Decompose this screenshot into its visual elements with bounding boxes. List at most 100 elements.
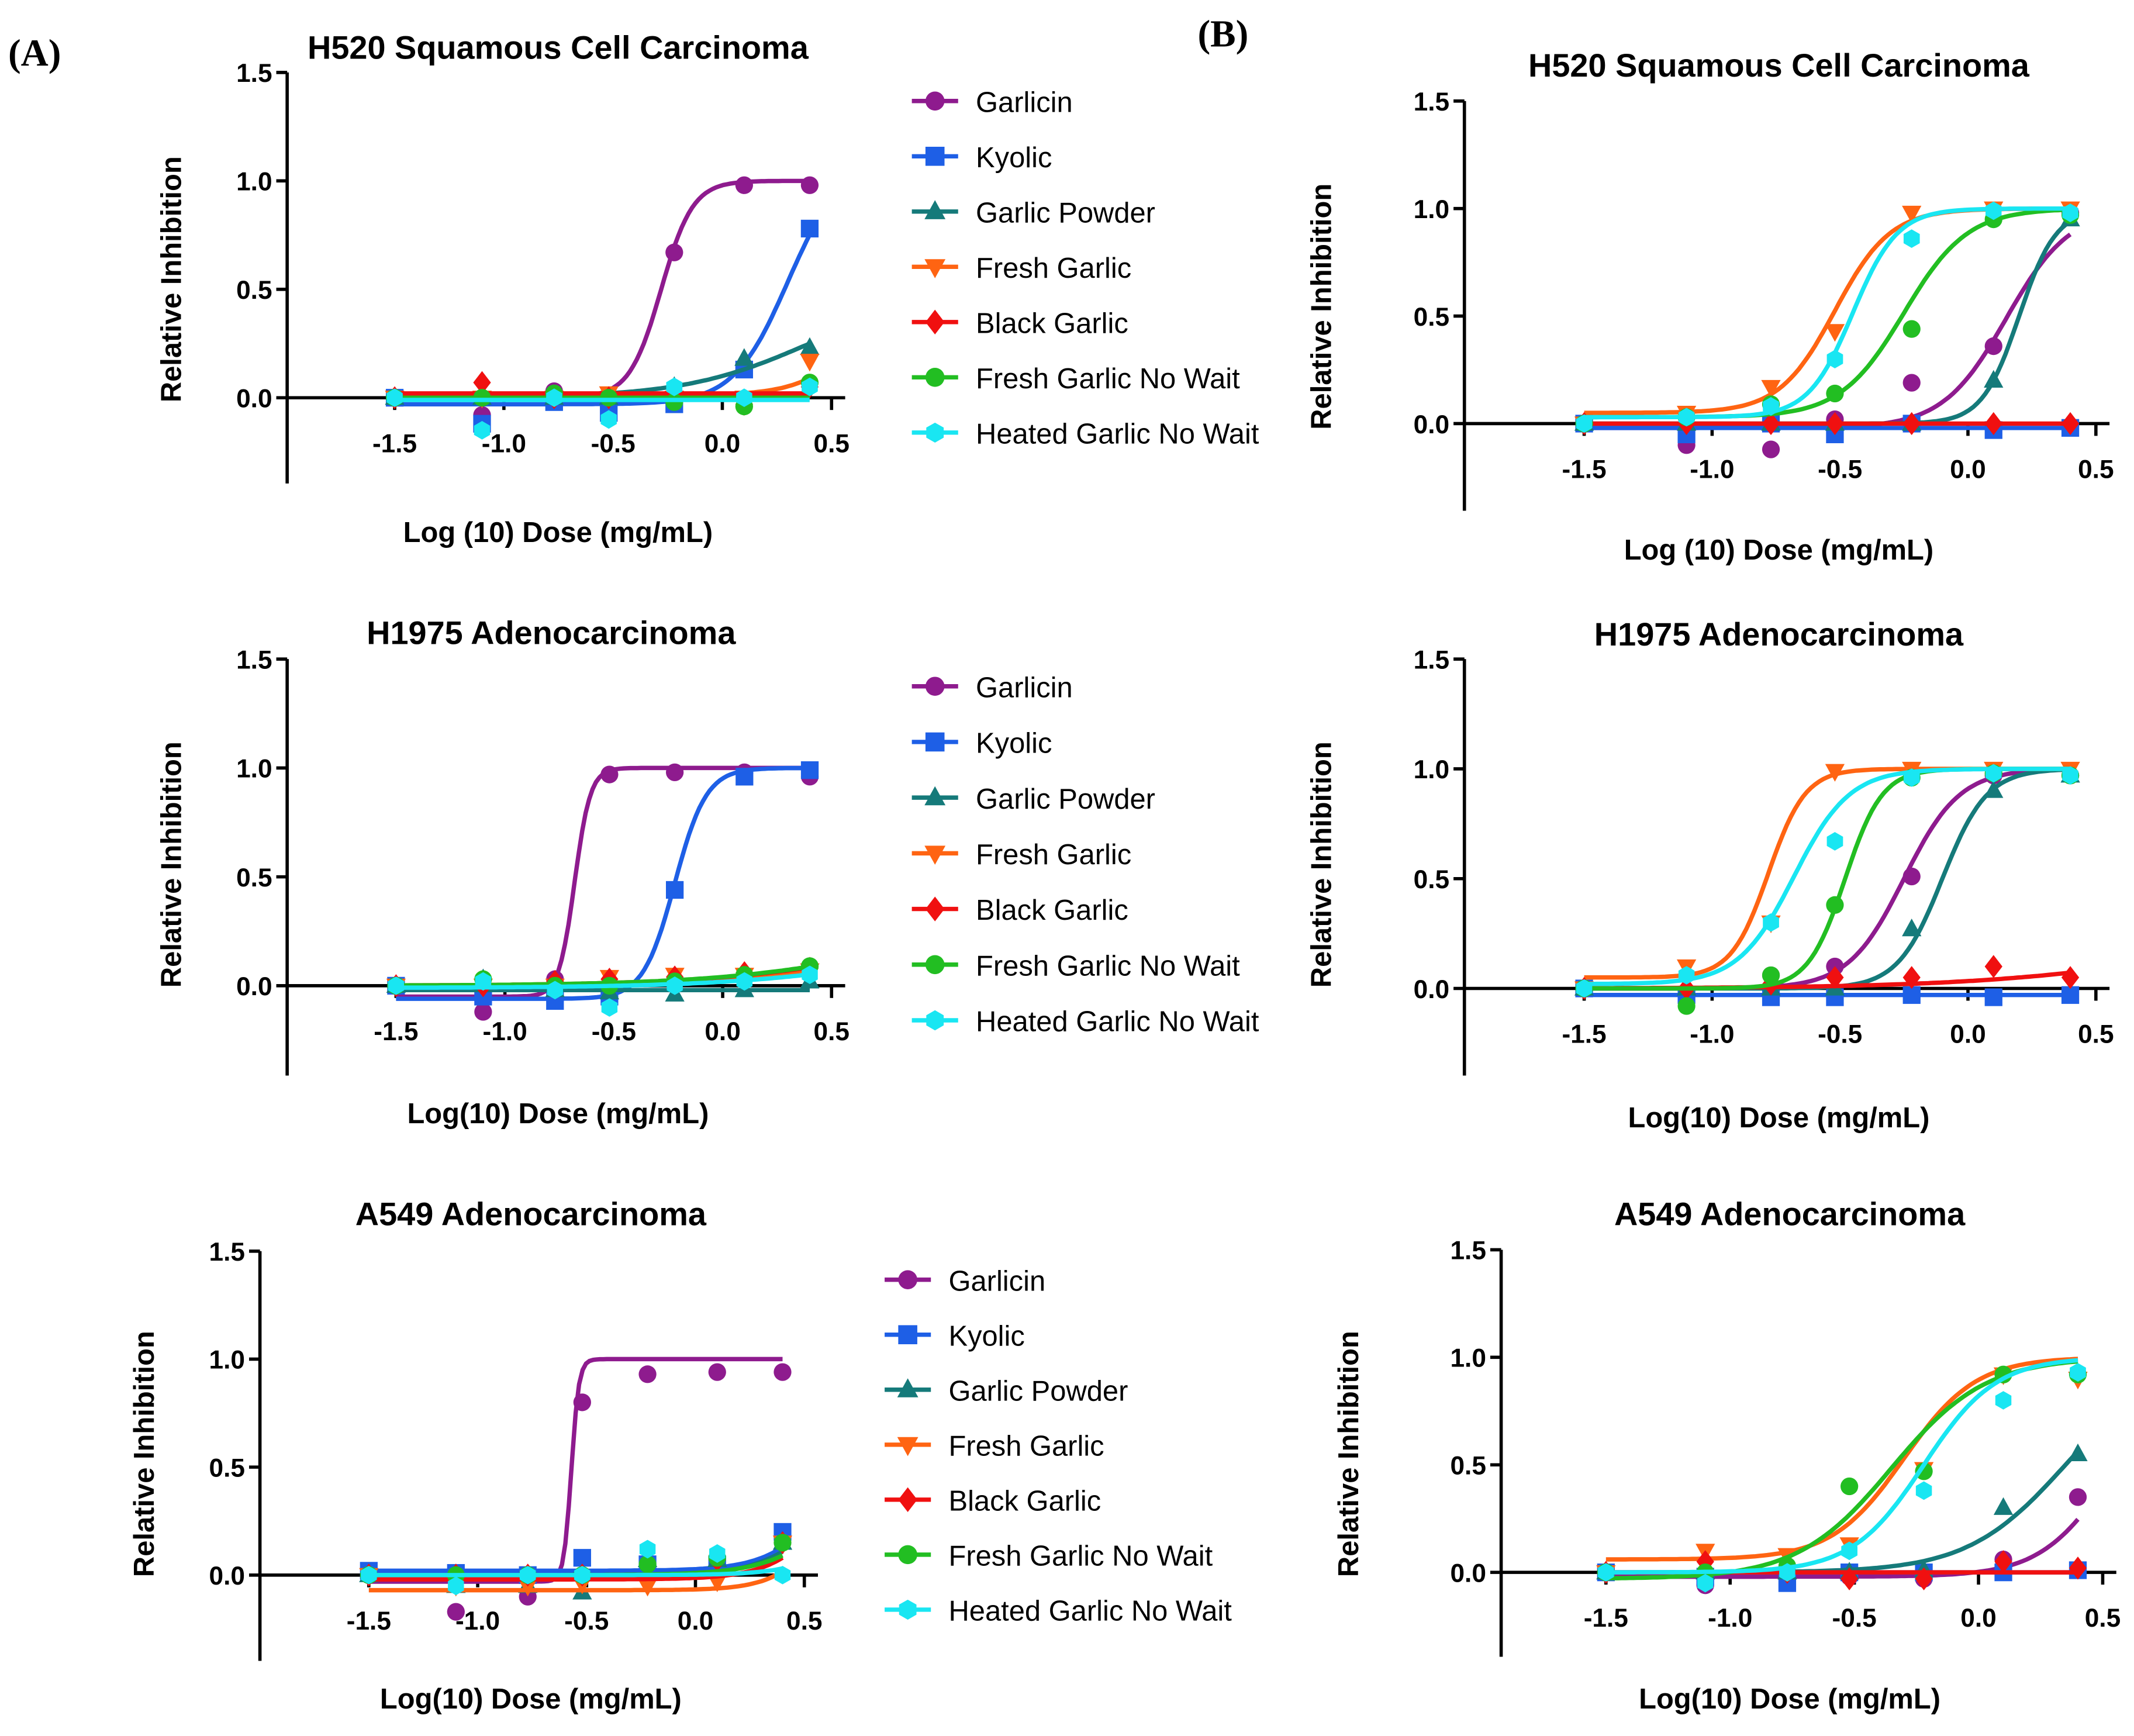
data-point — [800, 337, 820, 356]
data-point — [1984, 780, 2004, 798]
fit-curve — [396, 765, 810, 1001]
legend-item: Garlicin — [885, 1265, 1045, 1297]
data-point — [1994, 1550, 2012, 1573]
legend-label: Fresh Garlic No Wait — [948, 1541, 1213, 1572]
chart-title: A549 Adenocarcinoma — [1614, 1196, 1966, 1233]
data-point — [1576, 414, 1593, 433]
y-axis-label: Relative Inhibition — [156, 741, 188, 988]
data-point — [1902, 966, 1921, 989]
data-point — [800, 354, 820, 372]
x-axis-label: Log(10) Dose (mg/mL) — [1628, 1102, 1929, 1134]
y-tick-label: 1.5 — [1450, 1237, 1486, 1265]
x-tick-label: -1.5 — [372, 429, 417, 458]
legend-item: Garlic Powder — [885, 1375, 1128, 1407]
legend-label: Black Garlic — [976, 308, 1128, 339]
legend-item: Heated Garlic No Wait — [885, 1596, 1232, 1627]
panel-label-b: (B) — [1197, 13, 1248, 56]
data-point — [474, 1003, 492, 1021]
data-point — [388, 976, 405, 995]
data-point — [1826, 832, 1843, 851]
x-tick-label: -0.5 — [592, 1017, 636, 1046]
data-point — [665, 763, 684, 781]
data-point — [600, 765, 619, 784]
legend-item: Fresh Garlic No Wait — [911, 363, 1240, 395]
legend-label: Fresh Garlic — [976, 253, 1131, 284]
data-point — [1826, 350, 1843, 368]
legend-marker — [925, 896, 945, 922]
data-point — [1984, 370, 2004, 388]
legend-item: Garlic Powder — [911, 197, 1155, 229]
y-axis-label: Relative Inhibition — [1333, 1331, 1365, 1577]
data-point — [1984, 955, 2002, 978]
series-garlicin — [1575, 203, 2080, 458]
data-point — [1985, 201, 2002, 220]
data-point — [1697, 1573, 1714, 1593]
legend-marker — [925, 677, 945, 696]
y-tick-label: 0.5 — [1414, 865, 1449, 894]
data-point — [361, 1565, 377, 1585]
y-tick-label: 1.5 — [1414, 88, 1449, 116]
x-tick-label: 0.0 — [705, 429, 740, 458]
fit-curve — [368, 1569, 784, 1593]
data-point — [1841, 1477, 1859, 1496]
y-tick-label: 1.0 — [1414, 195, 1449, 224]
x-tick-label: -1.0 — [483, 1017, 527, 1046]
y-tick-label: 1.0 — [236, 168, 272, 196]
data-point — [1761, 379, 1781, 398]
y-tick-label: 0.0 — [209, 1562, 245, 1590]
data-point — [2061, 412, 2080, 436]
fit-curve — [368, 1357, 783, 1584]
chart-panel: H520 Squamous Cell Carcinoma Log (10) Dos… — [1306, 47, 2114, 566]
data-point — [1779, 1563, 1795, 1582]
data-point — [1902, 205, 1922, 224]
x-tick-label: -1.5 — [347, 1607, 391, 1635]
data-point — [736, 972, 753, 991]
legend-item: Kyolic — [911, 728, 1052, 760]
data-point — [447, 1603, 465, 1621]
series-garlic-powder — [1574, 765, 2080, 996]
chart-panel: A549 Adenocarcinoma Log(10) Dose (mg/mL) R… — [1333, 1196, 2121, 1715]
data-point — [1825, 764, 1845, 782]
y-tick-label: 0.0 — [1450, 1559, 1486, 1587]
data-point — [1985, 764, 2002, 783]
series-heated-garlic-no-wait — [1598, 1358, 2086, 1593]
x-axis-label: Log (10) Dose (mg/mL) — [1624, 534, 1934, 566]
legend-marker — [898, 1325, 917, 1344]
y-tick-label: 0.0 — [1414, 410, 1449, 439]
data-point — [666, 377, 683, 396]
data-point — [1826, 412, 1844, 436]
data-point — [1903, 229, 1920, 248]
data-point — [1984, 412, 2002, 436]
x-tick-label: 0.5 — [786, 1607, 822, 1635]
legend-item: Fresh Garlic No Wait — [911, 950, 1240, 982]
data-point — [1678, 966, 1695, 985]
y-tick-label: 1.5 — [209, 1238, 245, 1266]
data-point — [1826, 384, 1844, 403]
x-tick-label: -0.5 — [564, 1607, 609, 1635]
legend-marker — [925, 732, 945, 752]
y-axis-label: Relative Inhibition — [129, 1331, 160, 1577]
data-point — [637, 1579, 658, 1597]
data-point — [600, 410, 617, 429]
chart-title: H1975 Adenocarcinoma — [1594, 616, 1964, 653]
y-tick-label: 1.0 — [209, 1346, 245, 1375]
legend-item: Black Garlic — [911, 895, 1128, 926]
fit-curve — [1605, 1357, 2078, 1562]
legend-label: Fresh Garlic — [948, 1430, 1104, 1462]
y-tick-label: 0.5 — [209, 1454, 245, 1482]
data-point — [1903, 768, 1920, 787]
series-heated-garlic-no-wait — [361, 1540, 791, 1596]
data-point — [1902, 412, 1921, 436]
data-point — [1576, 979, 1593, 998]
x-tick-label: -0.5 — [1832, 1604, 1877, 1633]
fit-curve — [1584, 767, 2071, 980]
legend-label: Heated Garlic No Wait — [976, 1006, 1259, 1038]
data-point — [735, 768, 754, 786]
legend-marker — [899, 1599, 917, 1620]
chart-title: H520 Squamous Cell Carcinoma — [308, 29, 809, 66]
legend-marker — [897, 1437, 918, 1457]
chart-panels: H520 Squamous Cell Carcinoma Log (10) Dos… — [129, 29, 2121, 1715]
legend-item: Black Garlic — [885, 1485, 1101, 1517]
legend-item: Kyolic — [911, 142, 1052, 174]
data-point — [665, 243, 683, 261]
